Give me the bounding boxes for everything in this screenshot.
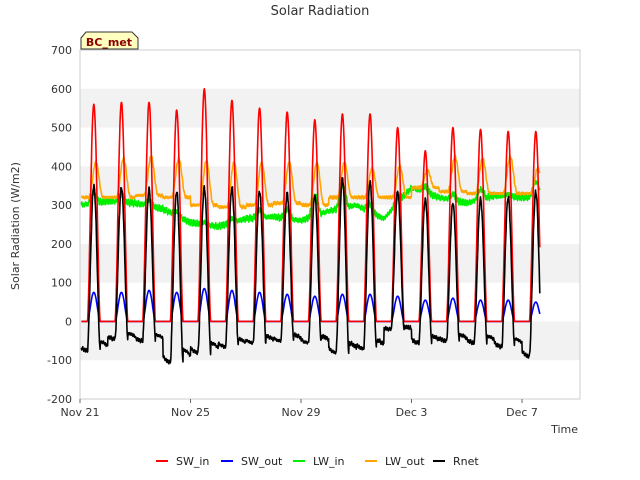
y-axis-ticks: -200 -100 0 100 200 300 400 500 600 700 bbox=[47, 44, 72, 406]
x-tick-label: Nov 21 bbox=[61, 406, 100, 419]
legend-lw-in-label: LW_in bbox=[313, 455, 345, 468]
x-tick-label: Dec 7 bbox=[506, 406, 538, 419]
legend-sw-in-label: SW_in bbox=[176, 455, 209, 468]
y-tick-label: 700 bbox=[51, 44, 72, 57]
y-tick-label: -100 bbox=[47, 354, 72, 367]
y-axis-label: Solar Radiation (W/m2) bbox=[9, 162, 22, 290]
site-badge: BC_met bbox=[80, 31, 139, 50]
legend-sw-out-label: SW_out bbox=[241, 455, 283, 468]
y-tick-label: 300 bbox=[51, 199, 72, 212]
plot-frame bbox=[79, 49, 581, 400]
y-tick-label: -200 bbox=[47, 393, 72, 406]
legend-rnet-label: Rnet bbox=[453, 455, 479, 468]
grid-bands bbox=[80, 88, 580, 361]
y-tick-label: 100 bbox=[51, 277, 72, 290]
y-tick-label: 200 bbox=[51, 238, 72, 251]
series-line-lw-out bbox=[80, 154, 541, 210]
series-layer bbox=[80, 88, 541, 365]
y-tick-label: 600 bbox=[51, 83, 72, 96]
legend-lw-out-label: LW_out bbox=[385, 455, 425, 468]
site-badge-text: BC_met bbox=[86, 36, 132, 49]
grid-band bbox=[80, 88, 580, 128]
legend: SW_in SW_out LW_in LW_out Rnet bbox=[156, 455, 479, 468]
y-tick-label: 500 bbox=[51, 122, 72, 135]
x-tick-label: Nov 29 bbox=[282, 406, 321, 419]
series-line-rnet bbox=[80, 177, 541, 365]
chart-title: Solar Radiation bbox=[271, 4, 370, 19]
x-tick-label: Nov 25 bbox=[171, 406, 210, 419]
grid-band bbox=[80, 243, 580, 283]
series-line-sw-in bbox=[80, 88, 541, 323]
y-tick-label: 400 bbox=[51, 160, 72, 173]
series-line-lw-in bbox=[80, 179, 541, 230]
y-tick-label: 0 bbox=[65, 315, 72, 328]
site-badge-shape bbox=[80, 31, 139, 50]
x-axis-label: Time bbox=[550, 423, 578, 436]
x-tick-label: Dec 3 bbox=[396, 406, 428, 419]
x-axis-ticks: Nov 21 Nov 25 Nov 29 Dec 3 Dec 7 bbox=[61, 399, 538, 419]
